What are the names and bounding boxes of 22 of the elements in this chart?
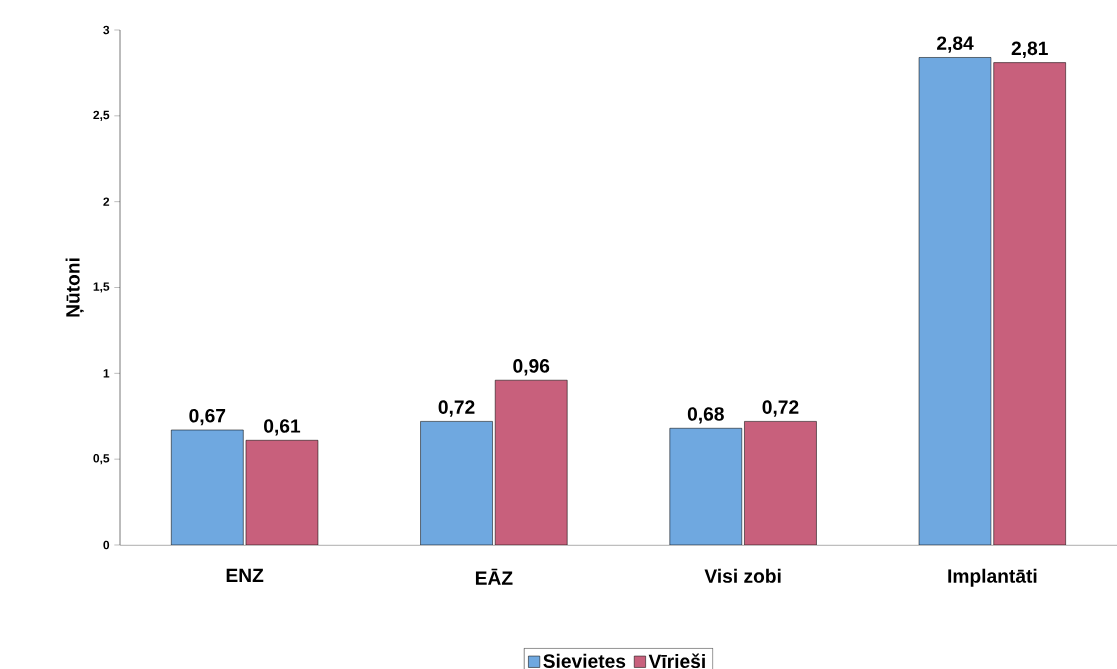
data-label: 0,61 bbox=[264, 419, 301, 436]
data-label: 0,72 bbox=[762, 400, 799, 417]
y-axis-title: Ņūtoni bbox=[65, 258, 84, 317]
data-label: 2,84 bbox=[937, 36, 974, 53]
data-label: 2,81 bbox=[1011, 41, 1048, 58]
legend-label: Sievietes bbox=[543, 653, 626, 668]
x-tick-label: EĀZ bbox=[475, 568, 513, 585]
y-tick-label: 1,5 bbox=[93, 282, 110, 293]
x-tick-label: ENZ bbox=[226, 568, 264, 582]
y-tick-label: 2 bbox=[103, 197, 110, 206]
data-label: 0,68 bbox=[687, 407, 724, 424]
y-tick-label: 0 bbox=[103, 540, 110, 550]
legend-label: Vīrieši bbox=[648, 653, 705, 669]
data-label: 0,96 bbox=[513, 359, 550, 376]
y-tick-label: 0,5 bbox=[93, 454, 110, 465]
y-tick-label: 2,5 bbox=[93, 110, 110, 121]
data-label: 0,72 bbox=[438, 400, 475, 417]
x-tick-label: Visi zobi bbox=[704, 568, 781, 583]
y-tick-label: 3 bbox=[103, 25, 110, 35]
data-label: 0,67 bbox=[189, 408, 226, 426]
x-tick-label: Implantāti bbox=[948, 568, 1037, 587]
y-tick-label: 1 bbox=[103, 369, 110, 378]
